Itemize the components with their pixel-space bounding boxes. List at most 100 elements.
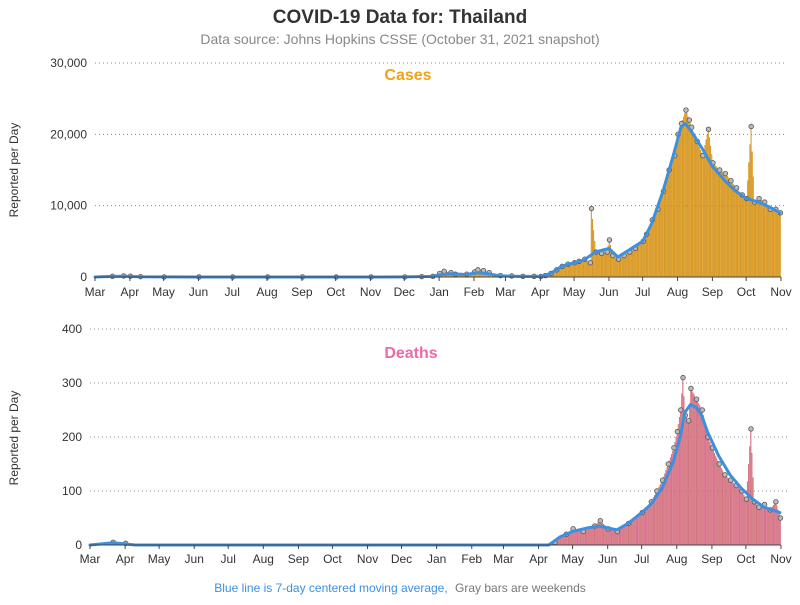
deaths-bar [651,502,652,545]
cases-bar [745,198,746,277]
cases-xtick-label: Apr [531,285,550,299]
cases-bar [697,141,698,277]
cases-xtick-label: May [563,285,586,299]
cases-ytick-label: 0 [80,270,87,284]
cases-xtick-label: Mar [85,285,106,299]
footnote-weekends: Gray bars are weekends [455,581,586,595]
deaths-bar [636,517,637,545]
deaths-ytick-label: 300 [62,376,82,390]
cases-bar [743,196,744,277]
cases-bar [766,205,767,277]
deaths-xtick-label: Aug [666,552,687,566]
cases-bar [675,149,676,277]
cases-bar [718,169,719,277]
cases-bar [634,249,635,277]
deaths-bar [694,395,695,545]
cases-bar [685,110,686,277]
deaths-bar [643,511,644,545]
deaths-bar [747,482,748,545]
cases-bar [661,199,662,277]
cases-bar [621,257,622,277]
deaths-bar [757,506,758,545]
cases-bar [708,129,709,277]
deaths-bar [770,510,771,545]
deaths-bar [753,478,754,546]
cases-bar [746,199,747,277]
cases-bar [638,245,639,277]
deaths-data-point [678,408,683,413]
deaths-ytick-label: 200 [62,430,82,444]
deaths-bar [706,432,707,545]
cases-bar [602,253,603,277]
cases-bar [759,199,760,277]
deaths-data-point [694,397,699,402]
cases-xtick-label: Jun [599,285,618,299]
deaths-bar [719,464,720,545]
cases-bar [631,251,632,277]
cases-bar [666,179,667,277]
cases-bar [679,131,680,277]
deaths-bar [762,506,763,545]
cases-bar [700,150,701,277]
cases-bar [752,152,753,277]
deaths-ylabel: Reported per Day [7,391,21,486]
cases-bar [615,257,616,277]
cases-bar [729,179,730,277]
cases-xtick-label: Nov [360,285,381,299]
deaths-ytick-label: 0 [75,538,82,552]
deaths-bar [745,497,746,545]
deaths-bar [716,459,717,545]
deaths-bar [763,505,764,545]
cases-bar [678,134,679,277]
cases-xtick-label: Sep [291,285,313,299]
cases-bar [687,113,688,277]
deaths-bar [712,448,713,545]
deaths-bar [592,527,593,545]
deaths-bar [591,528,592,545]
cases-bar [643,241,644,277]
cases-data-point [607,238,612,243]
cases-data-point [706,127,711,132]
cases-bar [761,200,762,277]
cases-bar [600,253,601,277]
cases-xtick-label: Jun [189,285,208,299]
cases-data-point [749,124,754,129]
deaths-bar [722,470,723,545]
cases-bar [595,252,596,277]
deaths-bar [731,481,732,545]
deaths-bar [728,478,729,545]
cases-bar [714,164,715,277]
deaths-bar [721,468,722,545]
cases-bar [601,253,602,277]
cases-bar [669,170,670,277]
deaths-bar [766,507,767,545]
deaths-bar [701,408,702,545]
deaths-bar [578,530,579,545]
footnote-moving-average: Blue line is 7-day centered moving avera… [214,581,447,595]
deaths-bar [759,507,760,545]
deaths-bar [686,417,687,545]
deaths-bar [778,510,779,545]
deaths-xtick-label: Jun [598,552,617,566]
cases-bar [624,256,625,277]
cases-ytick-label: 10,000 [50,199,87,213]
cases-bar [774,209,775,277]
deaths-bar [594,526,595,545]
cases-bar [674,156,675,277]
cases-bar [633,250,634,277]
cases-bar [651,223,652,277]
deaths-bar [695,397,696,545]
deaths-xtick-label: Jul [221,552,236,566]
cases-bar [662,195,663,277]
deaths-data-point [681,375,686,380]
cases-xtick-label: Aug [667,285,688,299]
deaths-xtick-label: May [148,552,171,566]
deaths-bar [564,536,565,545]
deaths-bar [609,529,610,545]
cases-bar [628,253,629,277]
cases-bar [627,253,628,277]
cases-bar [613,256,614,277]
deaths-bar [737,487,738,545]
